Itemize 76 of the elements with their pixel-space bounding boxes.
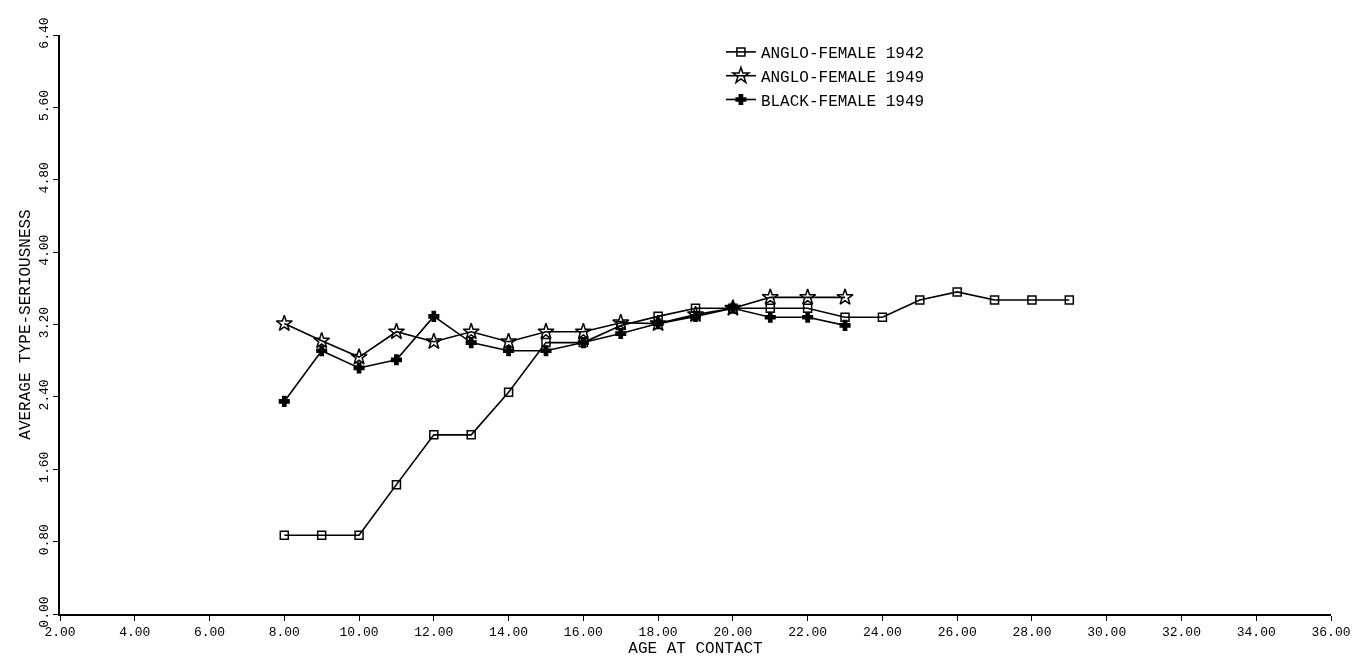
point [312, 331, 331, 349]
point [316, 530, 327, 541]
x-tick-label: 12.00 [414, 625, 454, 641]
point [316, 345, 328, 357]
point [915, 295, 925, 305]
point [690, 303, 701, 313]
point [390, 354, 402, 366]
x-tick-label: 36.00 [1311, 625, 1351, 641]
y-tick-label: 5.60 [37, 89, 53, 122]
x-tick-label: 8.00 [268, 625, 300, 641]
point [877, 312, 888, 323]
point [462, 322, 480, 340]
x-tick-label: 16.00 [563, 625, 603, 641]
x-tick-label: 10.00 [339, 625, 379, 641]
point [499, 332, 518, 350]
x-tick-label: 32.00 [1161, 625, 1201, 641]
x-tick-label: 28.00 [1012, 625, 1052, 641]
legend-label: ANGLO-FEMALE 1949 [760, 68, 925, 87]
x-tick-label: 14.00 [489, 625, 529, 641]
x-tick-label: 30.00 [1087, 625, 1127, 641]
point [537, 322, 555, 340]
point [387, 322, 406, 340]
point [429, 430, 439, 440]
point [428, 310, 440, 322]
y-tick-label: 4.80 [37, 162, 53, 194]
x-tick-label: 18.00 [638, 625, 678, 641]
point [653, 311, 663, 322]
point [503, 345, 515, 357]
point [466, 430, 476, 440]
point [798, 288, 817, 305]
point [764, 311, 776, 323]
point [391, 479, 402, 490]
point [465, 337, 477, 349]
point [1064, 295, 1075, 305]
point [612, 313, 630, 331]
point [952, 287, 962, 297]
y-tick-label: 0.80 [37, 524, 53, 556]
point [839, 319, 851, 331]
point [802, 303, 813, 313]
point [689, 310, 702, 322]
y-tick-label: 4.00 [37, 234, 53, 266]
point [350, 347, 368, 365]
x-tick-label: 4.00 [119, 625, 151, 641]
point [503, 387, 514, 398]
x-tick-label: 26.00 [937, 625, 977, 641]
x-axis-title: AGE AT CONTACT [628, 640, 763, 659]
y-tick-label: 0.00 [37, 596, 53, 628]
point [541, 337, 551, 348]
point [1027, 295, 1037, 305]
y-tick-label: 1.60 [37, 451, 53, 483]
x-tick-label: 34.00 [1236, 625, 1276, 641]
point [615, 328, 627, 340]
point [840, 312, 850, 323]
y-axis-title: AVERAGE TYPE-SERIOUSNESS [17, 209, 36, 440]
point [278, 395, 290, 407]
point [761, 288, 779, 305]
point [279, 530, 290, 541]
x-tick-label: 24.00 [862, 625, 902, 641]
point [836, 288, 854, 305]
x-tick-label: 20.00 [713, 625, 753, 641]
y-tick-label: 3.20 [37, 306, 53, 339]
point [989, 295, 1000, 305]
point [275, 314, 294, 332]
y-tick-label: 6.40 [37, 17, 53, 49]
point [802, 311, 814, 323]
point [765, 303, 776, 313]
point [574, 322, 593, 340]
x-tick-label: 22.00 [788, 625, 828, 641]
x-tick-label: 6.00 [193, 625, 226, 641]
point [354, 530, 364, 541]
y-tick-label: 2.40 [37, 379, 53, 411]
legend-label: ANGLO-FEMALE 1942 [760, 45, 925, 64]
point [353, 362, 365, 374]
legend-label: BLACK-FEMALE 1949 [760, 92, 925, 111]
point [540, 345, 552, 357]
point [425, 332, 443, 350]
